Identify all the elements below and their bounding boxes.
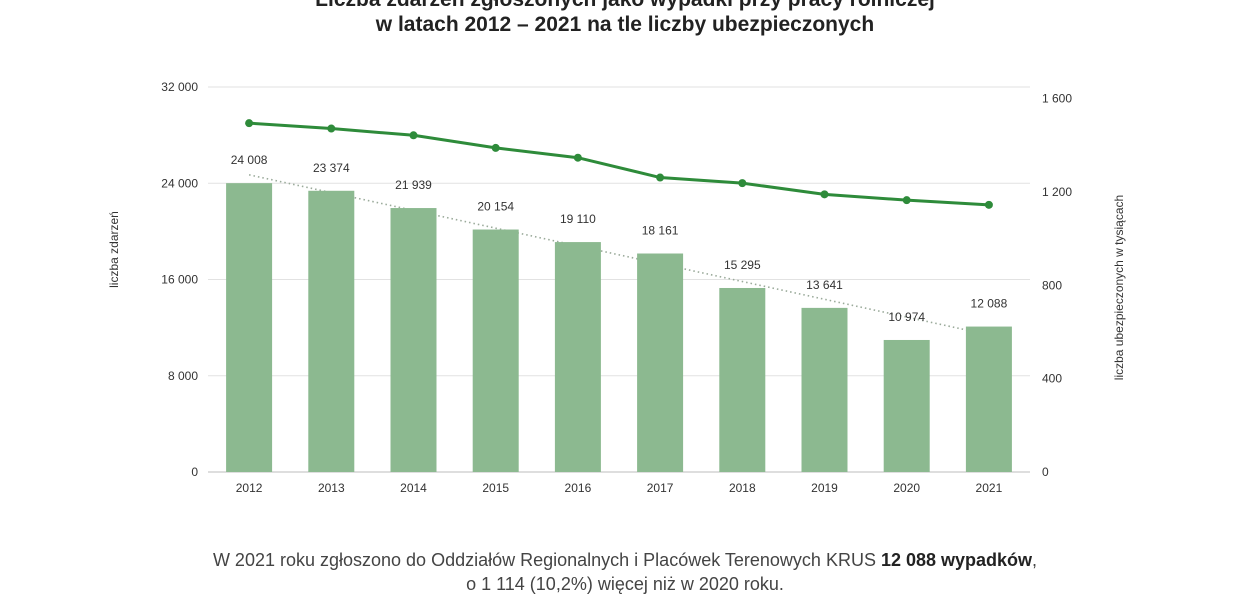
line-point [820, 190, 829, 199]
bar-value-label: 18 161 [642, 224, 679, 238]
x-axis-tick-label: 2016 [565, 481, 592, 495]
bars-layer [226, 183, 1012, 473]
trendline [248, 174, 990, 336]
bar-value-label: 24 008 [231, 153, 268, 167]
x-axis-tick-label: 2012 [236, 481, 263, 495]
bar [719, 287, 766, 472]
bar-line-chart: 24 008 23 374 21 939 20 154 19 110 18 161 15 2… [107, 80, 1126, 495]
x-axis-tick-label: 2021 [976, 481, 1003, 495]
x-axis-tick-label: 2017 [647, 481, 674, 495]
summary-text-line-2: o 1 114 (10,2%) więcej niż w 2020 roku. [466, 574, 784, 594]
y2-axis-tick-label: 0 [1042, 465, 1049, 479]
y2-axis-tick-label: 400 [1042, 372, 1062, 386]
y-axis-tick-label: 24 000 [161, 176, 198, 190]
line-point [409, 131, 418, 140]
bar [390, 208, 437, 473]
line-point [245, 119, 254, 128]
axes-layer: 0 8 000 16 000 24 000 32 000 0 400 800 1 200 1 60… [107, 80, 1126, 495]
bar [883, 339, 930, 472]
y2-axis-tick-label: 1 200 [1042, 185, 1072, 199]
line-series-layer [245, 119, 993, 209]
bar [637, 253, 684, 472]
bar-value-label: 19 110 [560, 212, 596, 226]
bar [472, 229, 519, 472]
bar-value-label: 12 088 [971, 297, 1008, 311]
trendline-layer [248, 174, 990, 336]
bar-value-label: 13 641 [806, 278, 843, 292]
bar-value-label: 21 939 [395, 178, 432, 192]
line-point [984, 200, 993, 209]
summary-text-line-1: W 2021 roku zgłoszono do Oddziałów Regio… [0, 548, 1250, 573]
chart-title-line-1: Liczba zdarzeń zgłoszonych jako wypadki … [0, 0, 1250, 12]
line-point [327, 124, 336, 133]
x-axis-tick-label: 2013 [318, 481, 345, 495]
bar-value-label: 23 374 [313, 161, 350, 175]
line-series [249, 121, 989, 207]
line-point [573, 153, 582, 162]
bar-value-label: 15 295 [724, 258, 761, 272]
y2-axis-title: liczba ubezpieczonych w tysiącach [1112, 195, 1126, 380]
bar [226, 183, 273, 472]
summary-text-start: W 2021 roku zgłoszono do Oddziałów Regio… [212, 550, 881, 570]
line-point [902, 196, 911, 205]
x-axis-tick-label: 2014 [400, 481, 427, 495]
bar [554, 242, 601, 472]
bar [308, 190, 355, 472]
chart-title-line-2: w latach 2012 – 2021 na tle liczby ubezp… [375, 13, 875, 36]
x-axis-tick-label: 2018 [729, 481, 756, 495]
y-axis-tick-label: 0 [191, 465, 198, 479]
x-axis-tick-label: 2019 [811, 481, 838, 495]
y-axis-tick-label: 32 000 [161, 80, 198, 94]
bar-value-label: 20 154 [477, 200, 514, 214]
x-axis-tick-label: 2020 [893, 481, 920, 495]
y2-axis-tick-label: 800 [1042, 278, 1062, 292]
line-point [491, 143, 500, 152]
bar [965, 326, 1012, 472]
y-axis-tick-label: 8 000 [168, 369, 198, 383]
bar-value-label: 10 974 [888, 310, 925, 324]
bar [801, 307, 848, 472]
data-labels-layer: 24 008 23 374 21 939 20 154 19 110 18 161 15 2… [231, 153, 1008, 324]
summary-text-end: , [1032, 550, 1038, 570]
line-point [738, 179, 747, 188]
line-point [656, 173, 665, 182]
x-axis-tick-label: 2015 [482, 481, 509, 495]
y-axis-tick-label: 16 000 [161, 273, 198, 287]
y-axis-title: liczba zdarzeń [107, 211, 121, 288]
summary-text-highlight: 12 088 wypadków [880, 550, 1033, 570]
y2-axis-tick-label: 1 600 [1042, 92, 1072, 106]
